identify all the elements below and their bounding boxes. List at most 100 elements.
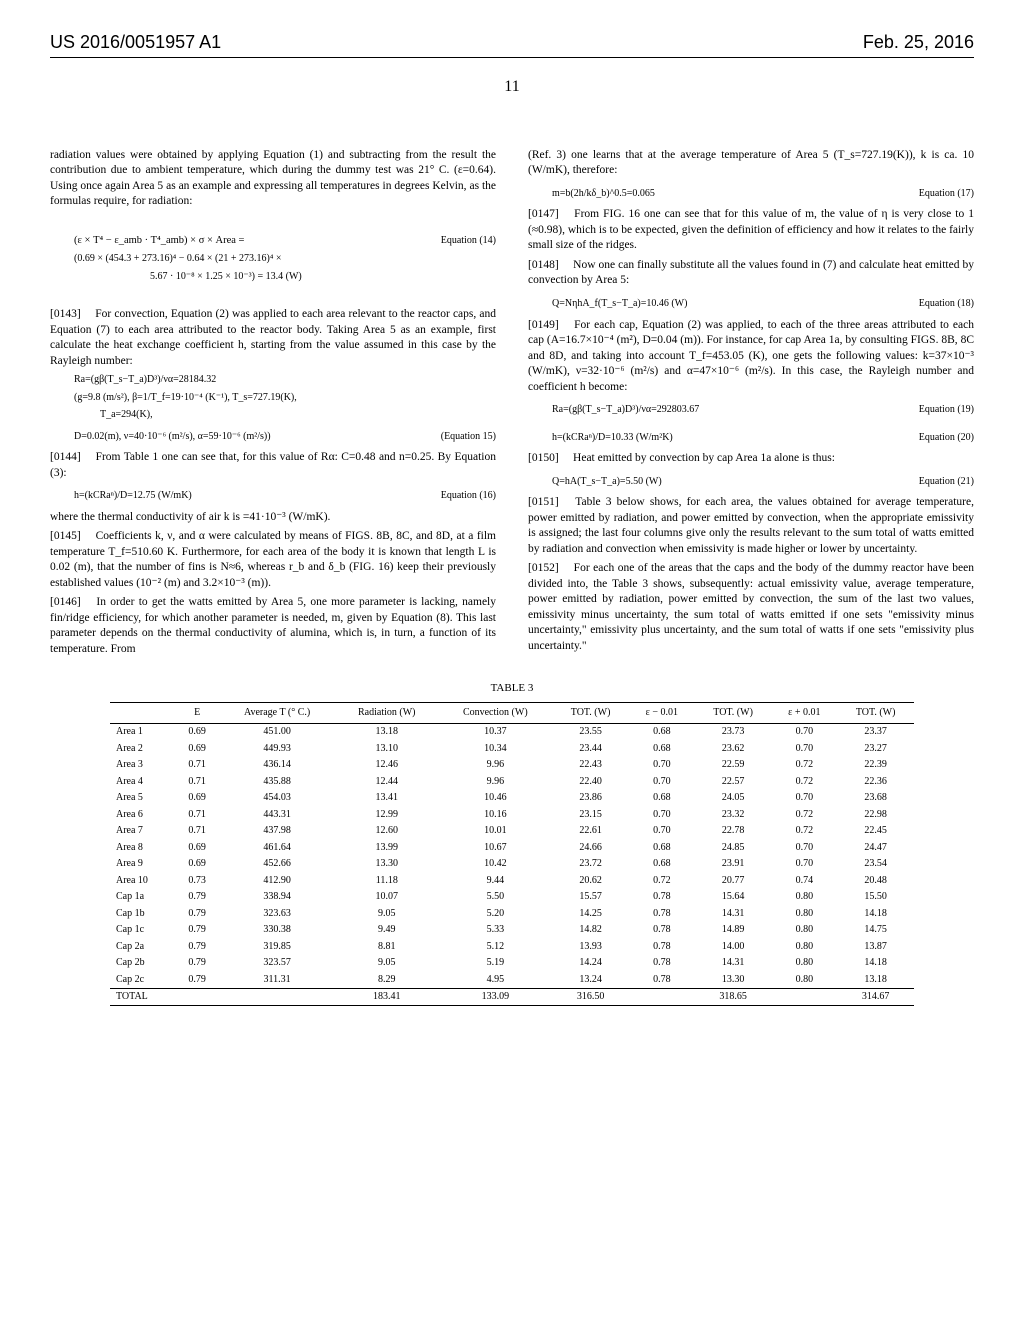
table-cell: 0.70 (629, 806, 695, 823)
eq14-c: 5.67 · 10⁻⁸ × 1.25 × 10⁻³) = 13.4 (W) (50, 270, 496, 284)
eq20-label: Equation (20) (909, 431, 974, 445)
table-cell: 12.99 (335, 806, 438, 823)
table-header: TOT. (W) (552, 703, 629, 724)
table-cell: 0.68 (629, 839, 695, 856)
table-cell: Area 8 (110, 839, 175, 856)
table-cell: 449.93 (219, 740, 335, 757)
table-cell: 0.78 (629, 955, 695, 972)
table-cell: 20.77 (695, 872, 772, 889)
table-cell: 338.94 (219, 889, 335, 906)
table-cell: 0.78 (629, 922, 695, 939)
table-cell: 443.31 (219, 806, 335, 823)
table-cell: 23.27 (837, 740, 914, 757)
table-cell: Area 6 (110, 806, 175, 823)
table-caption: TABLE 3 (50, 681, 974, 696)
table-cell: 13.87 (837, 938, 914, 955)
table-cell: 5.20 (438, 905, 552, 922)
table-cell (629, 988, 695, 1006)
table-cell: 5.19 (438, 955, 552, 972)
pub-date: Feb. 25, 2016 (863, 30, 974, 54)
table-cell: 0.71 (175, 773, 219, 790)
table-cell: 0.68 (629, 723, 695, 740)
table-cell: 323.57 (219, 955, 335, 972)
page-number: 11 (50, 76, 974, 98)
table-cell: 319.85 (219, 938, 335, 955)
table-cell: 8.81 (335, 938, 438, 955)
table-cell: 10.67 (438, 839, 552, 856)
table-total-row: TOTAL183.41133.09316.50318.65314.67 (110, 988, 914, 1006)
table-cell: 13.99 (335, 839, 438, 856)
table-header: ε + 0.01 (771, 703, 837, 724)
table-row: Cap 1a0.79338.9410.075.5015.570.7815.640… (110, 889, 914, 906)
table-cell: 23.55 (552, 723, 629, 740)
table-cell: 0.72 (629, 872, 695, 889)
eq20: h=(kCRaⁿ)/D=10.33 (W/m²K) (528, 431, 673, 445)
table-cell: 0.68 (629, 790, 695, 807)
eq19-label: Equation (19) (909, 403, 974, 417)
p0144: [0144] From Table 1 one can see that, fo… (50, 450, 496, 481)
table-cell: Area 2 (110, 740, 175, 757)
table-cell: 24.66 (552, 839, 629, 856)
table-cell: 22.43 (552, 757, 629, 774)
table-cell: Area 7 (110, 823, 175, 840)
table-row: Area 20.69449.9313.1010.3423.440.6823.62… (110, 740, 914, 757)
eq18: Q=NηhA_f(T_s−T_a)=10.46 (W) (528, 297, 687, 311)
table-cell: 0.72 (771, 773, 837, 790)
table-cell: 12.46 (335, 757, 438, 774)
table-cell: 24.47 (837, 839, 914, 856)
table-cell: 23.62 (695, 740, 772, 757)
left-intro: radiation values were obtained by applyi… (50, 148, 496, 210)
table-cell: 10.16 (438, 806, 552, 823)
table-cell: 183.41 (335, 988, 438, 1006)
table-cell: 412.90 (219, 872, 335, 889)
table-cell: 23.68 (837, 790, 914, 807)
eq16-label: Equation (16) (431, 489, 496, 503)
table-cell: 22.78 (695, 823, 772, 840)
table-cell: 9.44 (438, 872, 552, 889)
table-cell: 0.80 (771, 971, 837, 988)
table-cell: Cap 2a (110, 938, 175, 955)
table-cell: 15.64 (695, 889, 772, 906)
table-cell: 9.49 (335, 922, 438, 939)
table-cell: 14.31 (695, 905, 772, 922)
eq16: h=(kCRaⁿ)/D=12.75 (W/mK) (50, 489, 192, 503)
table-cell: 22.36 (837, 773, 914, 790)
table-cell: 22.59 (695, 757, 772, 774)
table-row: Area 80.69461.6413.9910.6724.660.6824.85… (110, 839, 914, 856)
left-column: radiation values were obtained by applyi… (50, 148, 496, 661)
right-intro: (Ref. 3) one learns that at the average … (528, 148, 974, 179)
table-row: Cap 2a0.79319.858.815.1213.930.7814.000.… (110, 938, 914, 955)
table-cell: 4.95 (438, 971, 552, 988)
table-row: Cap 2c0.79311.318.294.9513.240.7813.300.… (110, 971, 914, 988)
table-cell: 10.34 (438, 740, 552, 757)
table-header (110, 703, 175, 724)
table-cell: 5.12 (438, 938, 552, 955)
table-cell: 15.57 (552, 889, 629, 906)
eq15-d: D=0.02(m), ν=40·10⁻⁶ (m²/s), α=59·10⁻⁶ (… (50, 430, 271, 444)
table-cell: 15.50 (837, 889, 914, 906)
table-cell: Area 9 (110, 856, 175, 873)
table-cell: 0.78 (629, 905, 695, 922)
table-cell: Cap 1a (110, 889, 175, 906)
table-cell: 14.25 (552, 905, 629, 922)
table-cell: 10.01 (438, 823, 552, 840)
table-cell: 14.82 (552, 922, 629, 939)
table-cell: 9.05 (335, 955, 438, 972)
table-cell: 14.89 (695, 922, 772, 939)
table-header: TOT. (W) (837, 703, 914, 724)
table-cell: 0.80 (771, 938, 837, 955)
table-header: Average T (° C.) (219, 703, 335, 724)
table-cell: Area 4 (110, 773, 175, 790)
p0146: [0146] In order to get the watts emitted… (50, 595, 496, 657)
table-cell: 20.48 (837, 872, 914, 889)
table-cell: 9.96 (438, 757, 552, 774)
table-cell: 23.73 (695, 723, 772, 740)
table-cell (175, 988, 219, 1006)
eq21: Q=hA(T_s−T_a)=5.50 (W) (528, 475, 662, 489)
table-cell: 0.70 (771, 740, 837, 757)
table-cell: 0.69 (175, 723, 219, 740)
p0148: [0148] Now one can finally substitute al… (528, 258, 974, 289)
right-column: (Ref. 3) one learns that at the average … (528, 148, 974, 661)
table-cell: 23.91 (695, 856, 772, 873)
eq15-a: Ra=(gβ(T_s−T_a)D³)/να=28184.32 (50, 373, 496, 387)
